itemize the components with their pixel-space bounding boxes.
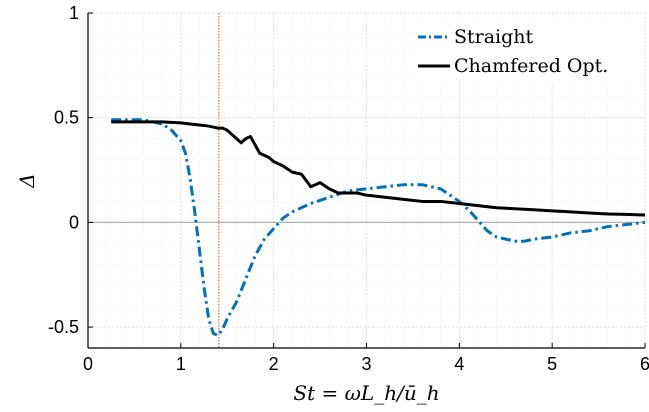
y-tick-label: 1 xyxy=(69,3,79,23)
legend-label-chamfered: Chamfered Opt. xyxy=(454,55,608,77)
y-tick-label: 0 xyxy=(69,212,79,232)
series-line-straight xyxy=(111,118,646,337)
reference-lines xyxy=(88,13,645,348)
x-tick-label: 4 xyxy=(454,354,464,374)
y-axis-label: Δ xyxy=(15,173,39,188)
y-tick-label: -0.5 xyxy=(48,317,79,337)
y-tick-label: 0.5 xyxy=(54,108,79,128)
series-layer xyxy=(111,118,646,337)
legend: Straight Chamfered Opt. xyxy=(416,18,644,82)
axes-layer xyxy=(87,12,646,349)
x-tick-label: 1 xyxy=(176,354,186,374)
x-tick-label: 5 xyxy=(547,354,557,374)
x-axis-label: St = ωL_h/ū_h xyxy=(293,381,439,405)
x-tick-label: 6 xyxy=(640,354,649,374)
tick-labels: 0 1 2 3 4 5 6-0.500.51 xyxy=(48,3,649,374)
x-tick-label: 2 xyxy=(269,354,279,374)
legend-background xyxy=(416,18,644,82)
series-line-chamfered xyxy=(111,120,646,217)
x-tick-label: 3 xyxy=(361,354,371,374)
x-tick-label: 0 xyxy=(83,354,93,374)
legend-label-straight: Straight xyxy=(454,26,534,48)
